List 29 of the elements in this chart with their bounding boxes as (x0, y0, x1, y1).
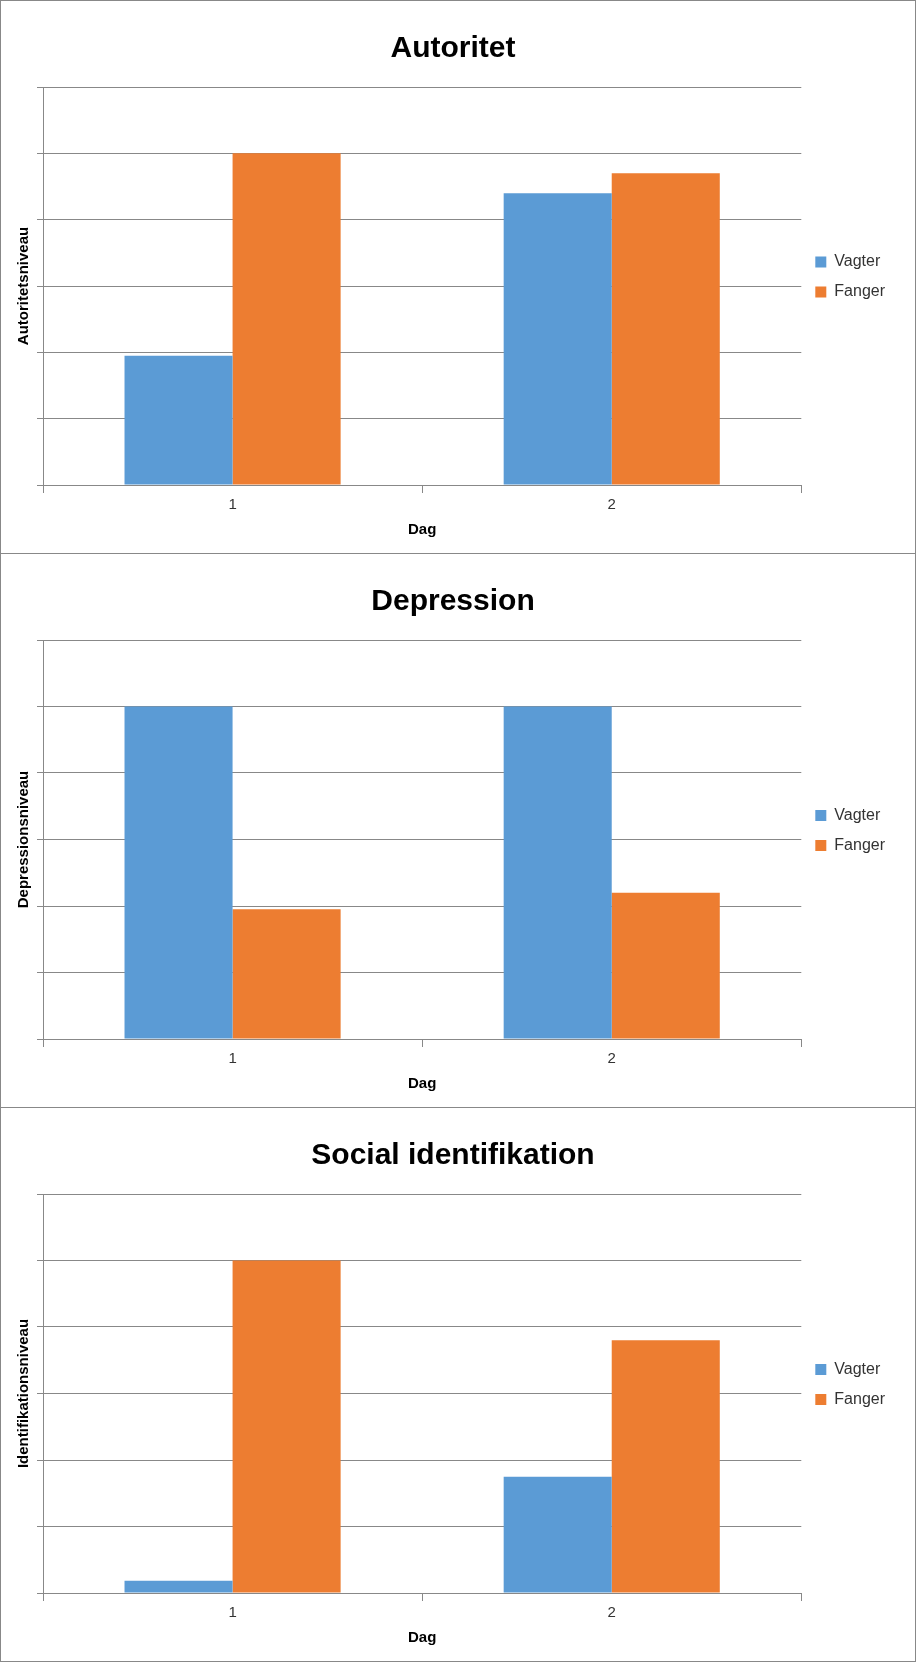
y-axis-title: Identifikationsniveau (14, 1318, 32, 1469)
chart-title: Autoritet (390, 30, 516, 64)
x-axis-title: Dag (407, 520, 437, 538)
legend-label: Fanger (834, 1389, 886, 1407)
bar (503, 1476, 612, 1593)
x-tick-label: 2 (607, 495, 616, 513)
bar (611, 173, 720, 485)
legend-label: Vagter (834, 1359, 881, 1377)
x-tick-label: 2 (607, 1603, 616, 1621)
x-tick-label: 1 (228, 495, 237, 513)
bar (503, 193, 612, 485)
x-axis-title: Dag (407, 1628, 437, 1646)
legend-label: Fanger (834, 835, 886, 853)
bar (124, 355, 233, 485)
x-tick-label: 1 (228, 1603, 237, 1621)
x-tick-label: 1 (228, 1049, 237, 1067)
legend-label: Fanger (834, 282, 886, 300)
bar (124, 1580, 233, 1593)
chart-title: Social identifikation (311, 1137, 595, 1171)
legend-label: Vagter (834, 252, 881, 270)
x-tick-label: 2 (607, 1049, 616, 1067)
y-axis-title: Autoritetsniveau (14, 226, 32, 346)
x-axis-title: Dag (407, 1074, 437, 1092)
bar (611, 1340, 720, 1593)
y-axis-title: Depressionsniveau (14, 770, 32, 909)
bar (232, 153, 341, 485)
legend-label: Vagter (834, 805, 881, 823)
chart-title: Depression (371, 583, 535, 617)
bar (232, 1260, 341, 1593)
